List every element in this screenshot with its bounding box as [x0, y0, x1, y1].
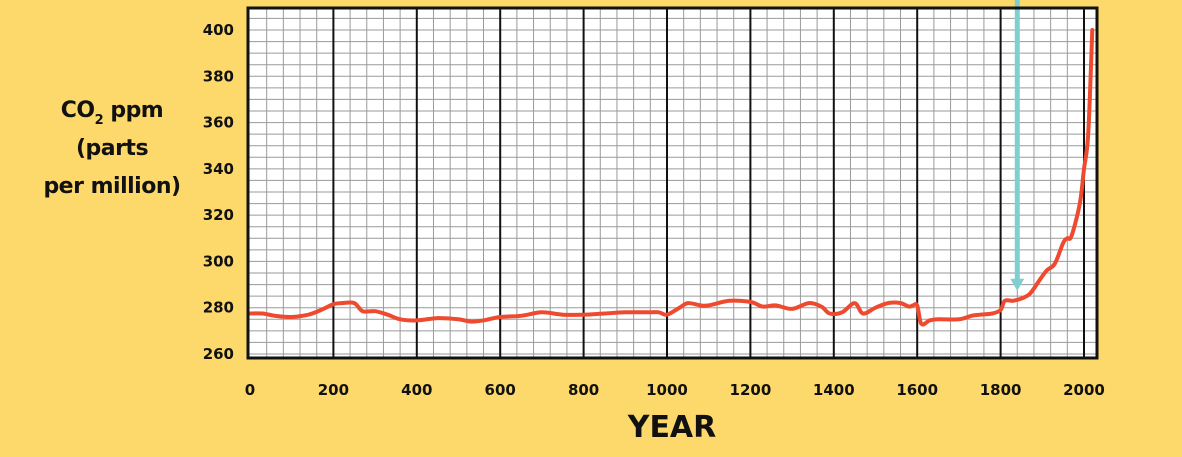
y-axis-label-line3: per million) — [43, 174, 181, 199]
x-tick-label: 1600 — [896, 381, 938, 399]
y-tick-label: 400 — [203, 21, 234, 39]
y-tick-label: 300 — [203, 252, 234, 270]
x-tick-label: 200 — [318, 381, 349, 399]
minor-grid — [248, 8, 1097, 358]
x-tick-label: 1400 — [813, 381, 855, 399]
y-axis-label-co: CO — [60, 98, 95, 123]
indicator-arrow — [1010, 0, 1025, 291]
x-tick-label: 600 — [485, 381, 516, 399]
y-tick-label: 380 — [203, 67, 234, 85]
co2-series-line — [248, 28, 1095, 327]
indicator-arrow-head — [1010, 278, 1025, 291]
x-tick-label: 1800 — [980, 381, 1022, 399]
x-tick-label: 800 — [568, 381, 599, 399]
y-axis-label-line2: (parts — [75, 136, 149, 161]
plot-background — [248, 8, 1097, 358]
y-tick-label: 340 — [203, 160, 234, 178]
x-tick-labels: 0 200 400 600 800 1000 1200 1400 1600 1800 2000 — [245, 381, 1105, 399]
x-tick-label: 2000 — [1063, 381, 1105, 399]
y-tick-label: 280 — [203, 299, 234, 317]
y-axis-label-ppm: ppm — [103, 98, 164, 123]
x-tick-label: 1200 — [730, 381, 772, 399]
y-tick-label: 260 — [203, 345, 234, 363]
y-axis-label: CO2 ppm (parts per million) — [22, 92, 202, 206]
y-tick-label: 360 — [203, 114, 234, 132]
x-tick-label: 0 — [245, 381, 255, 399]
x-tick-label: 400 — [401, 381, 432, 399]
plot-frame — [246, 6, 1099, 360]
x-tick-label: 1000 — [646, 381, 688, 399]
y-axis-label-subscript: 2 — [94, 113, 104, 129]
y-tick-labels: 260 280 300 320 340 360 380 400 — [203, 21, 234, 363]
y-tick-label: 320 — [203, 206, 234, 224]
x-axis-title: YEAR — [627, 410, 717, 445]
